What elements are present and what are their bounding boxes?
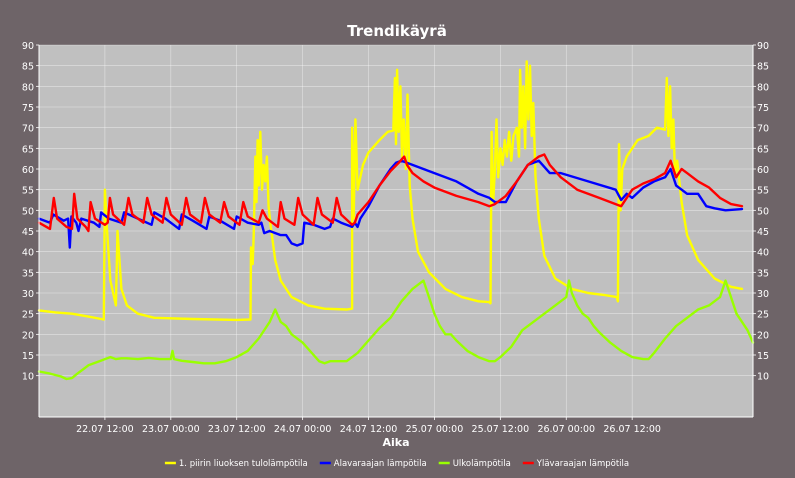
y-tick-label-left: 10 xyxy=(22,372,34,383)
legend-label: Ylävaraajan lämpötila xyxy=(536,459,629,469)
y-tick-label-left: 35 xyxy=(22,268,34,279)
x-tick-label: 25.07 00:00 xyxy=(406,424,464,435)
y-tick-label-right: 80 xyxy=(757,82,769,93)
legend-item: Ylävaraajan lämpötila xyxy=(522,459,629,469)
y-tick-label-right: 85 xyxy=(757,62,769,73)
y-tick-label-left: 40 xyxy=(22,248,34,259)
y-tick-label-right: 60 xyxy=(757,165,769,176)
y-tick-label-right: 65 xyxy=(757,144,769,155)
y-tick-label-left: 45 xyxy=(22,227,34,238)
x-tick-label: 26.07 00:00 xyxy=(537,424,595,435)
y-tick-label-right: 25 xyxy=(757,310,769,321)
y-tick-label-left: 55 xyxy=(22,186,34,197)
y-tick-label-left: 50 xyxy=(22,206,34,217)
y-tick-label-right: 55 xyxy=(757,186,769,197)
x-axis-label: Aika xyxy=(382,436,409,449)
y-tick-label-left: 15 xyxy=(22,351,34,362)
y-tick-label-right: 35 xyxy=(757,268,769,279)
x-tick-label: 24.07 00:00 xyxy=(274,424,332,435)
y-tick-label-left: 65 xyxy=(22,144,34,155)
x-tick-label: 22.07 12:00 xyxy=(76,424,134,435)
series-line-1 xyxy=(37,60,744,322)
legend-item: Ulkolämpötila xyxy=(438,459,511,469)
axes: 10 10 15 15 20 20 25 25 30 30 35 35 40 40 45 45 50 50 55 55… xyxy=(22,41,769,435)
y-tick-label-right: 45 xyxy=(757,227,769,238)
y-tick-label-left: 80 xyxy=(22,82,34,93)
y-tick-label-left: 60 xyxy=(22,165,34,176)
y-tick-label-right: 75 xyxy=(757,103,769,114)
x-tick-label: 23.07 12:00 xyxy=(208,424,266,435)
y-tick-label-right: 10 xyxy=(757,372,769,383)
y-tick-label-left: 25 xyxy=(22,310,34,321)
x-tick-label: 23.07 00:00 xyxy=(142,424,200,435)
y-tick-label-left: 30 xyxy=(22,289,34,300)
legend-item: Alavaraajan lämpötila xyxy=(319,459,427,469)
y-tick-label-left: 70 xyxy=(22,124,34,135)
y-tick-label-right: 90 xyxy=(757,41,769,52)
series-line-3 xyxy=(37,279,755,381)
x-tick-label: 24.07 12:00 xyxy=(340,424,398,435)
y-tick-label-right: 70 xyxy=(757,124,769,135)
y-tick-label-left: 85 xyxy=(22,62,34,73)
x-tick-label: 26.07 12:00 xyxy=(603,424,661,435)
legend-label: Alavaraajan lämpötila xyxy=(334,459,427,469)
legend-label: Ulkolämpötila xyxy=(453,459,511,469)
y-tick-label-left: 75 xyxy=(22,103,34,114)
y-tick-label-right: 20 xyxy=(757,330,769,341)
y-tick-label-right: 50 xyxy=(757,206,769,217)
y-tick-label-right: 40 xyxy=(757,248,769,259)
series-line-4 xyxy=(37,153,744,233)
series-layer xyxy=(37,60,755,381)
legend-label: 1. piirin liuoksen tulolämpötila xyxy=(179,459,308,469)
legend-item: 1. piirin liuoksen tulolämpötila xyxy=(164,459,308,469)
series-line-2 xyxy=(37,159,744,249)
chart-title: Trendikäyrä xyxy=(347,22,447,40)
y-tick-label-left: 20 xyxy=(22,330,34,341)
y-tick-label-right: 15 xyxy=(757,351,769,362)
legend: 1. piirin liuoksen tulolämpötila Alavaraa… xyxy=(164,459,629,469)
x-tick-label: 25.07 12:00 xyxy=(472,424,530,435)
y-tick-label-right: 30 xyxy=(757,289,769,300)
y-tick-label-left: 90 xyxy=(22,41,34,52)
